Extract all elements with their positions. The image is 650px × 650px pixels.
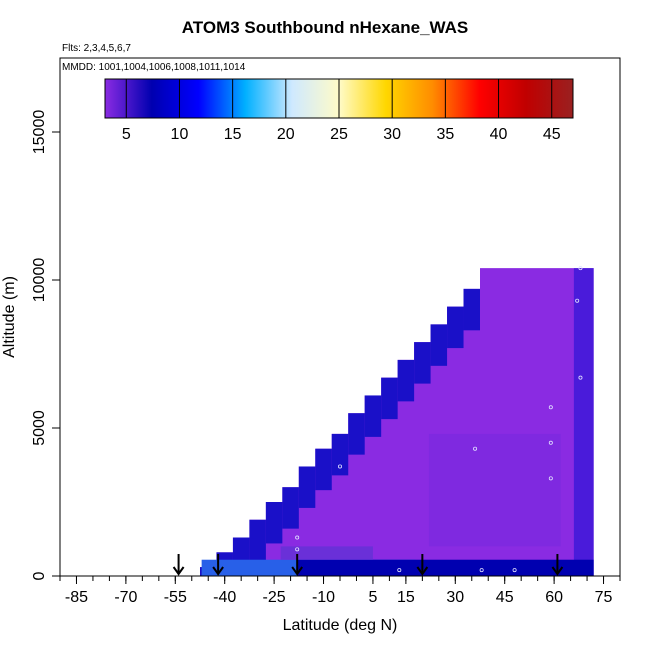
field-edge-cell [265, 502, 283, 544]
flights-note: Flts: 2,3,4,5,6,7 [62, 43, 131, 54]
sample-point [578, 375, 583, 380]
field-edge-cell [463, 288, 480, 331]
x-tick-label: 5 [368, 589, 377, 606]
chart-title: ATOM3 Southbound nHexane_WAS [181, 18, 469, 37]
heatmap-field [200, 266, 596, 576]
x-tick-label: -40 [213, 589, 236, 606]
sample-arrow-head [416, 566, 429, 576]
colorbar-tick-label: 30 [383, 126, 401, 143]
x-tick-label: 75 [595, 589, 613, 606]
sample-point [512, 568, 517, 573]
sample-point [295, 535, 300, 540]
y-tick-label: 10000 [31, 258, 48, 303]
sample-arrow-head [172, 566, 185, 576]
x-tick-label: -70 [114, 589, 137, 606]
dates-note: MMDD: 1001,1004,1006,1008,1011,1014 [62, 62, 246, 73]
sample-point [337, 464, 342, 469]
colorbar-tick-label: 20 [277, 126, 295, 143]
field-edge-cell [348, 413, 365, 455]
field-edge-cell [298, 466, 316, 508]
sample-point [548, 405, 553, 410]
colorbar-tick-label: 40 [490, 126, 508, 143]
colorbar-tick-label: 45 [543, 126, 561, 143]
field-edge-cell [331, 433, 349, 476]
x-tick-label: -85 [65, 589, 88, 606]
colorbar-tick-label: 25 [330, 126, 348, 143]
colorbar-tick-label: 10 [171, 126, 189, 143]
sample-point [575, 298, 580, 303]
colorbar-tick-label: 35 [436, 126, 454, 143]
sample-arrow-head [551, 566, 564, 576]
field-edge-cell [414, 342, 431, 384]
sample-point [578, 266, 583, 271]
sample-arrow-head [291, 566, 303, 576]
sample-point [548, 440, 553, 445]
colorbar: 5 10 15 20 25 30 35 40 45 [104, 78, 574, 143]
x-tick-label: 60 [545, 589, 563, 606]
x-axis-label: Latitude (deg N) [283, 617, 398, 634]
x-tick-label: -25 [263, 589, 286, 606]
sample-point [295, 547, 300, 552]
y-tick-label: 15000 [31, 110, 48, 155]
field-edge-cell [315, 448, 332, 491]
x-tick-label: -55 [164, 589, 187, 606]
y-tick-label: 0 [31, 571, 48, 580]
field-low-band [280, 546, 373, 560]
sample-point [479, 568, 484, 573]
sample-arrow-head [212, 566, 224, 576]
field-edge-cell [430, 324, 448, 366]
x-tick-label: 15 [397, 589, 415, 606]
field-edge-cell [249, 519, 266, 562]
field-edge-cell [447, 306, 464, 349]
x-tick-label: -10 [312, 589, 335, 606]
x-tick-label: 30 [446, 589, 464, 606]
sample-point [397, 568, 402, 573]
y-axis-label: Altitude (m) [1, 276, 18, 358]
sample-arrows [172, 554, 564, 576]
field-edge-cell [364, 395, 382, 437]
colorbar-tick-label: 15 [224, 126, 242, 143]
sample-point [548, 476, 553, 481]
x-axis: -85 -70 -55 -40 -25 -10 5 15 30 45 60 75 [59, 576, 621, 606]
field-edge-cell [397, 359, 415, 402]
field-edge-cell [282, 487, 299, 529]
y-axis: 0 5000 10000 15000 [31, 110, 60, 580]
sample-point [473, 446, 478, 451]
y-tick-label: 5000 [31, 410, 48, 446]
field-right-edge [573, 268, 594, 576]
field-edge-cell [381, 377, 398, 420]
field-mid-shading [428, 433, 561, 547]
x-tick-label: 45 [496, 589, 514, 606]
colorbar-tick-label: 5 [122, 126, 131, 143]
field-surface-band-east [297, 559, 594, 576]
